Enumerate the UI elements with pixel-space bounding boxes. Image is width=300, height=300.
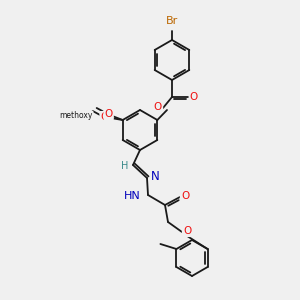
Text: O: O bbox=[154, 102, 162, 112]
Text: O: O bbox=[183, 226, 191, 236]
Text: H: H bbox=[121, 161, 128, 171]
Text: O: O bbox=[105, 109, 113, 119]
Text: Br: Br bbox=[166, 16, 178, 26]
Text: O: O bbox=[181, 191, 189, 201]
Text: methoxy: methoxy bbox=[59, 112, 93, 121]
Text: HN: HN bbox=[124, 191, 141, 201]
Text: O: O bbox=[100, 112, 109, 122]
Text: N: N bbox=[151, 170, 160, 184]
Text: O: O bbox=[190, 92, 198, 102]
